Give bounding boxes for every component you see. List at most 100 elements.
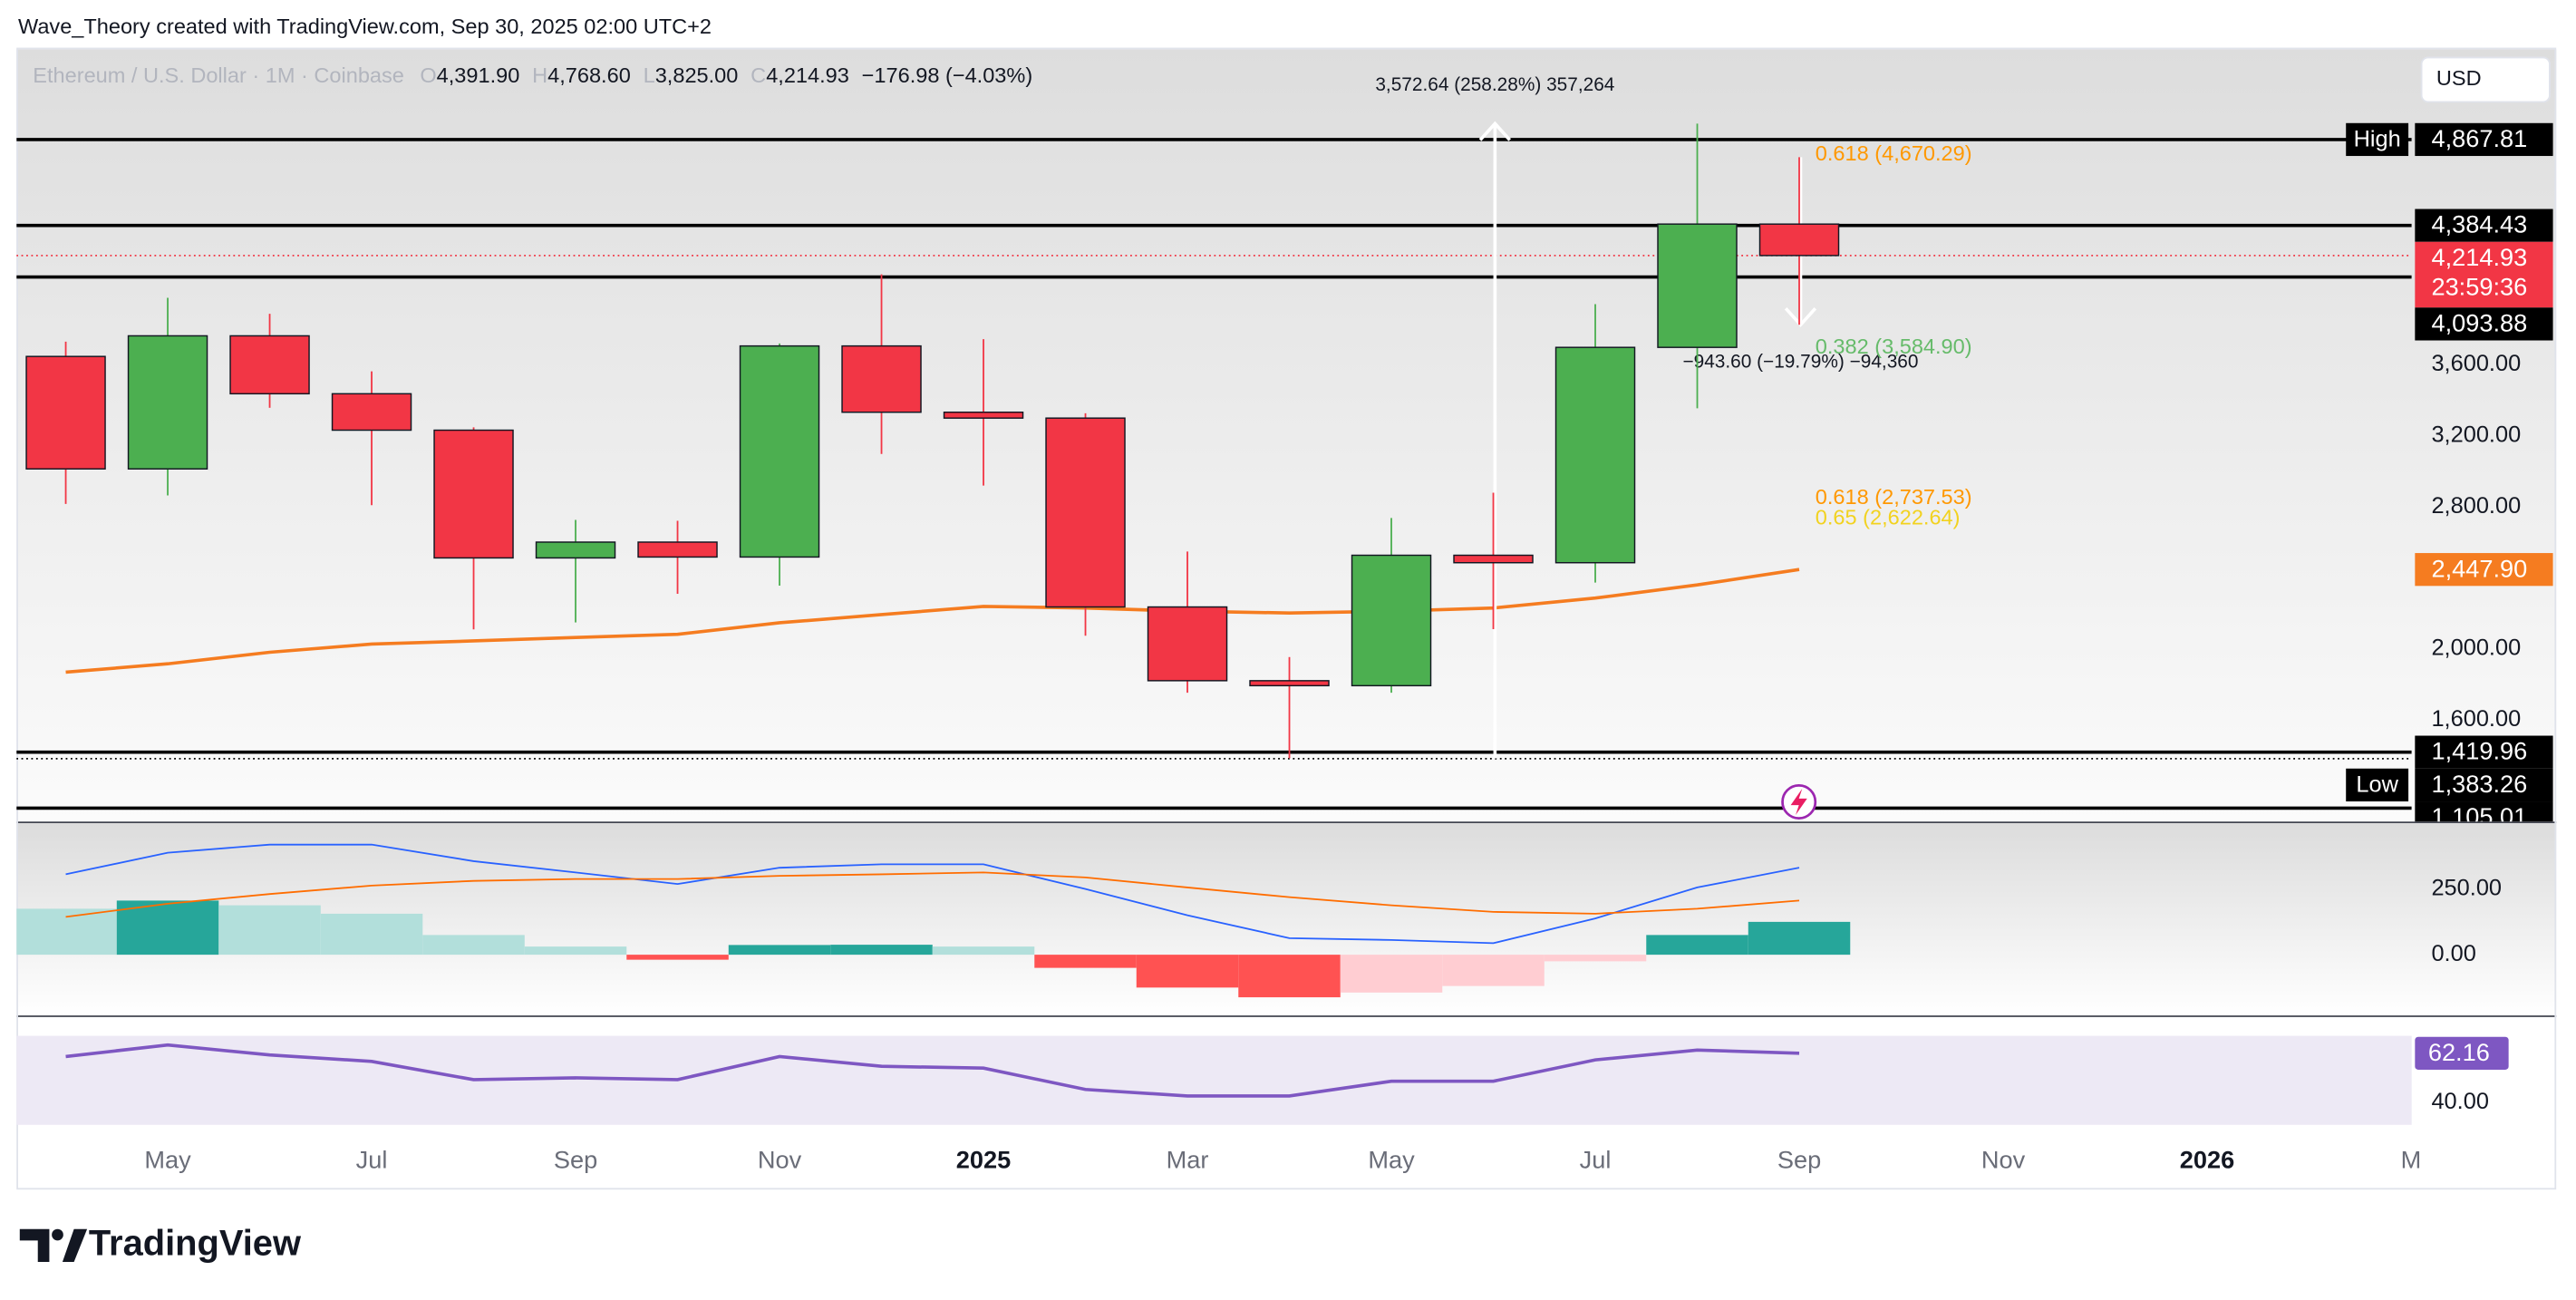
x-tick-label: May [144,1146,191,1174]
macd-plot [16,843,1851,998]
macd-histogram-bar [1238,955,1341,998]
y-tick-label: 2,800.00 [2431,493,2521,519]
currency-button-box[interactable] [2420,56,2551,103]
candle-body [739,344,820,558]
extreme-tag: High [2354,127,2401,152]
y-tick-label: 0.00 [2431,941,2475,966]
macd-histogram-bar [1748,921,1851,956]
legend-close-label: C [751,63,766,87]
candle-body [943,411,1024,419]
y-tick-label: 3,200.00 [2431,422,2521,447]
macd-histogram-bar [320,913,423,956]
legend-open: 4,391.90 [437,63,520,87]
macd-histogram-bar [1442,955,1545,986]
macd-line [65,843,1800,945]
logo-mark [52,1228,63,1241]
measure-label: −943.60 (−19.79%) −94,360 [1682,351,1918,372]
macd-histogram-bar [422,935,525,956]
rsi-plot [16,1035,2412,1125]
candle-body [637,541,718,558]
fib-label: 0.618 (2,737.53) [1816,485,1972,509]
macd-histogram-bar [1544,955,1647,962]
x-tick-label: May [1368,1146,1415,1174]
signal-line [65,871,1800,918]
macd-histogram-bar [830,945,933,956]
axes: 1,600.00 2,000.00 2,800.00 3,200.00 3,600.00… [144,351,2521,1173]
price-badge-label: 1,419.96 [2431,737,2527,765]
candle-body [127,335,208,470]
candle-body [229,335,310,395]
logo-mark [62,1228,88,1262]
candle-body [535,541,616,559]
legend-open-label: O [420,63,436,87]
extreme-tag: Low [2356,772,2398,798]
price-badge-label: 4,214.93 [2431,243,2527,271]
rsi-badge-label: 62.16 [2428,1038,2490,1066]
measure-arrow [1478,121,1512,141]
macd-histogram-bar [1646,935,1748,956]
price-badge [2415,768,2553,802]
price-badge [2415,307,2553,341]
price-badge [2415,553,2553,587]
fib-label: 0.382 (3,584.90) [1816,335,1972,358]
price-badge [2415,241,2553,308]
macd-histogram-bar [1034,955,1137,968]
price-badge [2415,209,2553,242]
x-tick-label: Jul [1580,1146,1612,1174]
legend-high: 4,768.60 [547,63,631,87]
price-badge [2415,122,2553,157]
price-plot: 3,572.64 (258.28%) 357,264 −943.60 (−19.7… [16,74,2412,810]
y-tick-label: 1,600.00 [2431,706,2521,732]
candle-body [331,393,412,432]
x-tick-label: Jul [356,1146,388,1174]
x-tick-label: 2025 [956,1146,1011,1174]
price-badge-label: 4,093.88 [2431,308,2527,336]
fib-label: 0.618 (4,670.29) [1816,141,1972,165]
candle-body [1453,554,1534,564]
candle-body [1657,223,1738,348]
price-badge-label: 4,384.43 [2431,210,2527,238]
candle-body [1249,680,1330,687]
brand-name: TradingView [89,1223,302,1263]
y-tick-label: 250.00 [2431,875,2502,900]
legend-close: 4,214.93 [766,63,849,87]
header-title: Wave_Theory created with TradingView.com… [18,15,712,38]
candle-body [1351,554,1432,687]
price-badge-label: 4,867.81 [2431,124,2527,152]
x-tick-label: M [2401,1146,2422,1174]
candle-body [433,429,514,559]
macd-histogram-bar [1340,955,1443,993]
price-badge [2415,801,2553,822]
measure-label: 3,572.64 (258.28%) 357,264 [1375,74,1614,95]
legend-symbol: Ethereum / U.S. Dollar · 1M · Coinbase [33,63,404,87]
legend-low-label: L [644,63,655,87]
macd-histogram-bar [1136,955,1239,988]
alert-bolt [1790,788,1807,815]
macd-histogram-bar [16,908,117,956]
macd-histogram-bar [932,946,1035,956]
candle-body [1554,346,1636,564]
y-tick-label: 2,000.00 [2431,635,2521,661]
macd-histogram-bar [218,905,321,956]
x-tick-label: Sep [1777,1146,1821,1174]
legend-change: −176.98 (−4.03%) [862,63,1033,87]
price-badge [2415,735,2553,769]
legend: Ethereum / U.S. Dollar · 1M · Coinbase O… [33,63,1032,87]
currency-label[interactable]: USD [2436,66,2482,90]
logo-mark [19,1228,50,1262]
price-badge-label: 23:59:36 [2431,273,2527,301]
x-tick-label: Sep [554,1146,597,1174]
measure-arrow [1784,306,1817,328]
macd-histogram-bar [524,946,627,956]
macd-histogram-bar [626,955,729,960]
extreme-tag-box [2346,768,2409,802]
x-tick-label: Mar [1167,1146,1209,1174]
currency-button[interactable]: USD [2420,56,2551,103]
y-tick-label: 40.00 [2431,1089,2488,1114]
x-tick-label: Nov [758,1146,802,1174]
legend-high-label: H [532,63,547,87]
legend-low: 3,825.00 [655,63,739,87]
macd-histogram-bar [728,945,831,956]
